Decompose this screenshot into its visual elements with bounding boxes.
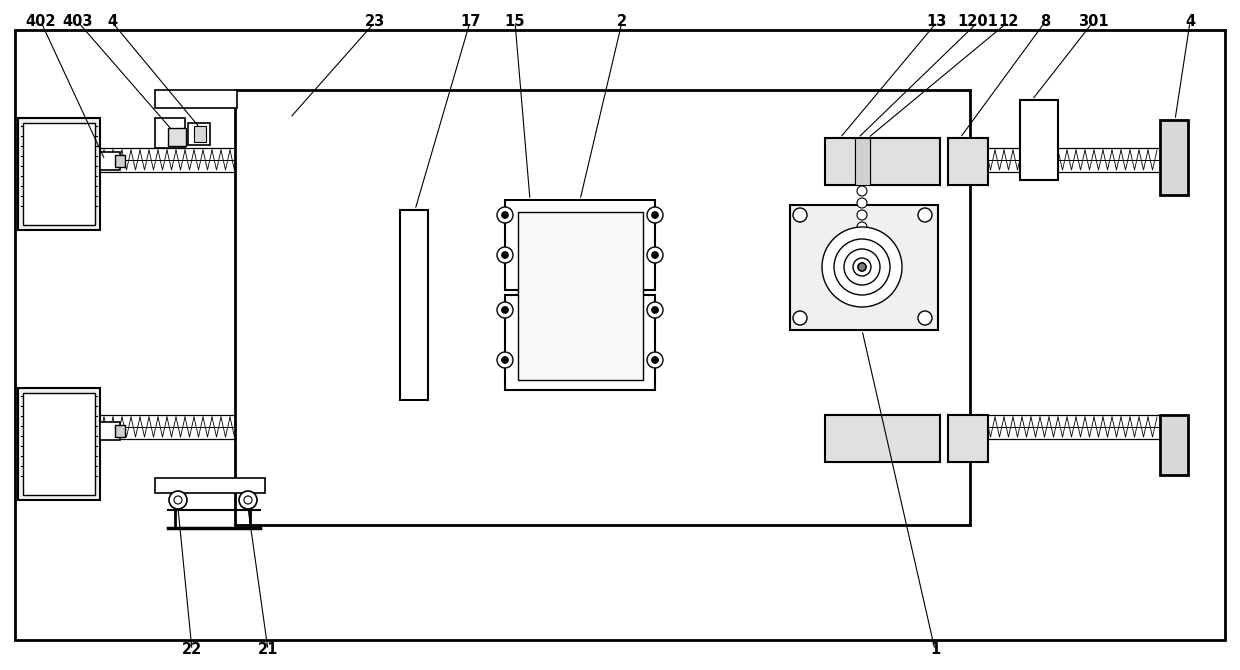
Circle shape bbox=[244, 496, 252, 504]
Circle shape bbox=[858, 263, 866, 271]
Circle shape bbox=[918, 208, 932, 222]
Text: 12: 12 bbox=[998, 15, 1018, 29]
Bar bbox=[856, 138, 870, 185]
Bar bbox=[255, 126, 265, 140]
Circle shape bbox=[647, 302, 663, 318]
Text: 403: 403 bbox=[63, 15, 93, 29]
Bar bbox=[1159, 120, 1188, 195]
Circle shape bbox=[822, 227, 901, 307]
Circle shape bbox=[857, 210, 867, 220]
Circle shape bbox=[169, 491, 187, 509]
Bar bbox=[155, 478, 265, 493]
Text: 4: 4 bbox=[107, 15, 117, 29]
Bar bbox=[518, 212, 644, 380]
Circle shape bbox=[501, 356, 508, 364]
Circle shape bbox=[174, 496, 182, 504]
Circle shape bbox=[794, 208, 807, 222]
Circle shape bbox=[501, 212, 508, 218]
Circle shape bbox=[647, 207, 663, 223]
Circle shape bbox=[857, 222, 867, 232]
Text: 22: 22 bbox=[182, 643, 202, 657]
Bar bbox=[100, 152, 120, 170]
Circle shape bbox=[647, 352, 663, 368]
Bar bbox=[24, 123, 95, 225]
Bar bbox=[263, 118, 322, 166]
Circle shape bbox=[651, 212, 658, 218]
Bar bbox=[949, 415, 988, 462]
Bar bbox=[115, 425, 125, 437]
Text: 8: 8 bbox=[1040, 15, 1050, 29]
Bar bbox=[505, 295, 655, 390]
Bar bbox=[155, 90, 237, 108]
Circle shape bbox=[853, 258, 870, 276]
Circle shape bbox=[794, 311, 807, 325]
Bar bbox=[19, 388, 100, 500]
Text: 4: 4 bbox=[1185, 15, 1195, 29]
Circle shape bbox=[497, 207, 513, 223]
Text: 21: 21 bbox=[258, 643, 278, 657]
Text: 402: 402 bbox=[26, 15, 56, 29]
Circle shape bbox=[651, 306, 658, 314]
Bar bbox=[825, 415, 940, 462]
Bar bbox=[95, 415, 1159, 439]
Circle shape bbox=[857, 186, 867, 196]
Text: 13: 13 bbox=[926, 15, 947, 29]
Circle shape bbox=[501, 306, 508, 314]
Bar bbox=[100, 422, 120, 440]
Circle shape bbox=[497, 302, 513, 318]
Circle shape bbox=[647, 247, 663, 263]
Text: 1201: 1201 bbox=[957, 15, 998, 29]
Circle shape bbox=[857, 198, 867, 208]
Circle shape bbox=[497, 247, 513, 263]
Circle shape bbox=[651, 251, 658, 259]
Bar bbox=[1159, 415, 1188, 475]
Bar bbox=[155, 118, 185, 148]
Bar bbox=[505, 200, 655, 290]
Text: 15: 15 bbox=[505, 15, 526, 29]
Circle shape bbox=[501, 251, 508, 259]
Bar bbox=[1021, 100, 1058, 180]
Bar bbox=[949, 138, 988, 185]
Text: 1: 1 bbox=[930, 643, 940, 657]
Text: 2: 2 bbox=[618, 15, 627, 29]
Bar bbox=[236, 90, 970, 525]
Circle shape bbox=[651, 356, 658, 364]
Bar bbox=[825, 138, 940, 185]
Circle shape bbox=[918, 311, 932, 325]
Bar bbox=[270, 124, 291, 140]
Bar bbox=[95, 148, 1159, 172]
Bar bbox=[193, 126, 206, 142]
Text: 301: 301 bbox=[1078, 15, 1109, 29]
Circle shape bbox=[497, 352, 513, 368]
Circle shape bbox=[844, 249, 880, 285]
Text: 17: 17 bbox=[460, 15, 480, 29]
Text: 23: 23 bbox=[365, 15, 386, 29]
Circle shape bbox=[239, 491, 257, 509]
Bar bbox=[19, 118, 100, 230]
Circle shape bbox=[835, 239, 890, 295]
Bar bbox=[790, 205, 937, 330]
Bar bbox=[167, 128, 186, 146]
Bar bbox=[295, 124, 317, 140]
Bar bbox=[115, 155, 125, 167]
Bar bbox=[24, 393, 95, 495]
Bar bbox=[188, 123, 210, 145]
Circle shape bbox=[858, 263, 866, 271]
Bar bbox=[401, 210, 428, 400]
